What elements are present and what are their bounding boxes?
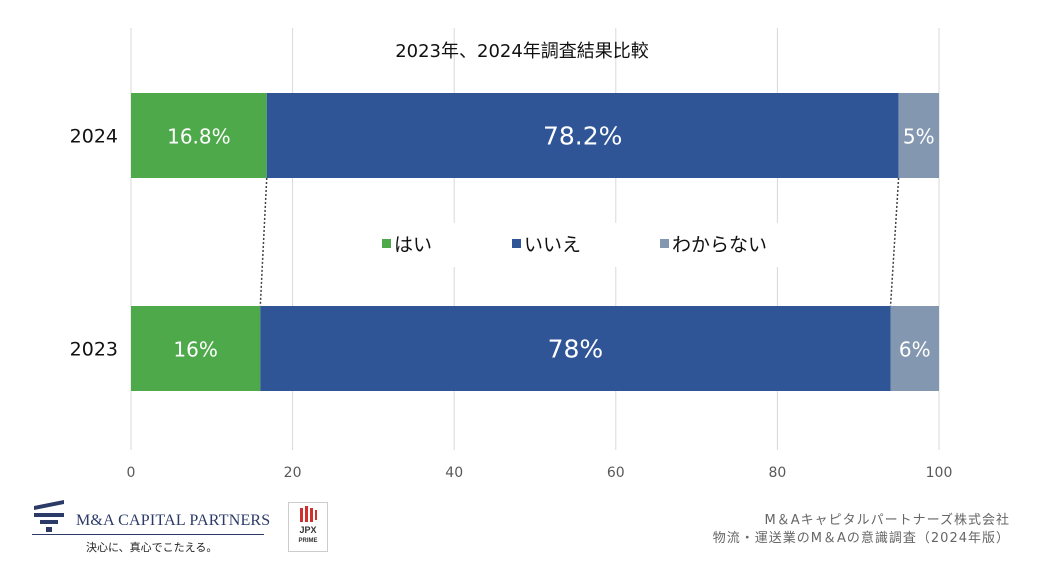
legend-background [374, 223, 784, 267]
data-label: 16% [173, 338, 217, 362]
company-logo: M&A CAPITAL PARTNERS 決心に、真心でこたえる。 [32, 498, 272, 558]
jpx-mark-icon [300, 506, 317, 522]
x-tick-label: 100 [926, 465, 953, 481]
bar-segment [260, 306, 891, 391]
legend-swatch [382, 239, 391, 248]
bar-segment [131, 306, 261, 391]
x-tick-label: 60 [607, 465, 625, 481]
data-label: 78.2% [543, 122, 622, 151]
source-company: M＆Aキャピタルパートナーズ株式会社 [764, 513, 1010, 528]
company-logo-mark-icon [34, 500, 64, 532]
company-logo-name: M&A CAPITAL PARTNERS [76, 512, 271, 529]
data-label: 78% [548, 335, 604, 364]
logo-divider [32, 534, 264, 535]
legend-label: わからない [672, 234, 767, 256]
legend-label: はい [394, 234, 432, 256]
chart-title: 2023年、2024年調査結果比較 [395, 41, 649, 62]
series-connector-line [259, 177, 268, 307]
data-label: 16.8% [167, 125, 231, 149]
x-tick-label: 20 [284, 465, 302, 481]
company-logo-tagline: 決心に、真心でこたえる。 [86, 542, 218, 554]
data-label: 5% [903, 125, 935, 149]
bar-segment [890, 306, 939, 391]
legend-label: いいえ [524, 234, 581, 256]
data-label: 6% [899, 338, 931, 362]
x-tick-label: 0 [127, 465, 136, 481]
legend-swatch [660, 239, 669, 248]
bar-segment [131, 93, 267, 178]
stacked-bar-chart: 2023年、2024年調査結果比較 16.8% 78.2% 5% 2024 16% 78%… [70, 28, 953, 481]
legend: はい いいえ わからない [374, 223, 784, 267]
jpx-sub-label: PRIME [298, 538, 318, 544]
source-note: M＆Aキャピタルパートナーズ株式会社 物流・運送業のM＆Aの意識調査（2024年… [713, 512, 1010, 548]
bar-segment [266, 93, 899, 178]
legend-swatch [512, 239, 521, 248]
jpx-label: JPX [299, 525, 317, 535]
x-tick-label: 40 [445, 465, 463, 481]
category-label: 2023 [70, 339, 118, 361]
source-survey: 物流・運送業のM＆Aの意識調査（2024年版） [712, 531, 1010, 546]
x-axis: 0 20 40 60 80 100 [127, 465, 953, 481]
jpx-prime-badge: JPX PRIME [288, 502, 328, 552]
category-label: 2024 [70, 126, 118, 148]
bar-segment [898, 93, 939, 178]
series-connector-line [889, 177, 900, 307]
bars: 16.8% 78.2% 5% 2024 16% 78% 6% 2023 [70, 93, 939, 391]
x-tick-label: 80 [768, 465, 786, 481]
